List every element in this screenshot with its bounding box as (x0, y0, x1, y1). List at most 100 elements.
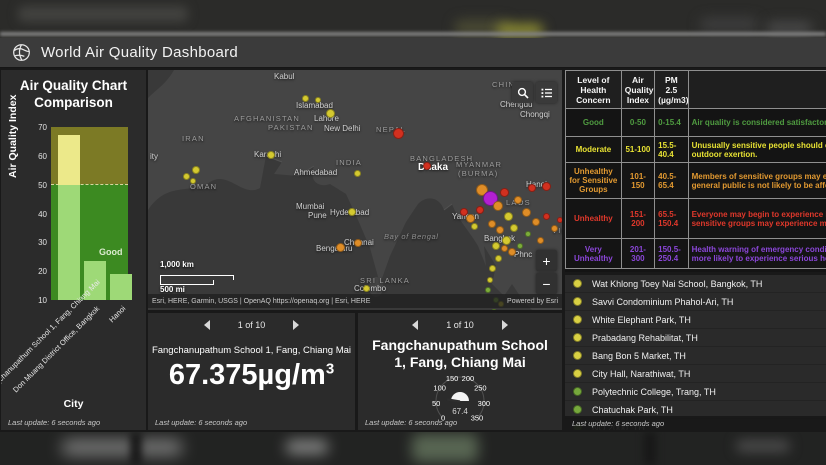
bars-container (51, 127, 132, 300)
cell-advisory: Health warning of emergency conditions. … (687, 238, 826, 269)
station-dot[interactable] (499, 187, 509, 197)
station-dot[interactable] (487, 277, 493, 283)
station-dot[interactable] (315, 97, 321, 103)
list-item-6[interactable]: Polytechnic College, Trang, TH (565, 383, 826, 401)
station-dot[interactable] (492, 242, 500, 250)
map-label-bangkok: Bangkok (484, 234, 516, 243)
table-row-2: Unhealthy for Sensitive Groups 101-150 40.… (565, 162, 826, 199)
station-dot[interactable] (460, 208, 468, 216)
list-item-4[interactable]: Bang Bon 5 Market, TH (565, 347, 826, 365)
station-dot[interactable] (465, 213, 475, 223)
cell-advisory: Unusually sensitive people should consid… (687, 136, 826, 163)
gauge-tick-100: 100 (433, 384, 446, 393)
station-dot[interactable] (301, 94, 309, 102)
station-dot[interactable] (392, 127, 404, 139)
station-dot[interactable] (521, 207, 531, 217)
health-advisory-table: Level of Health Concern Air Quality Inde… (565, 70, 826, 269)
zoom-out-button[interactable]: − (536, 273, 557, 294)
station-dot[interactable] (514, 196, 522, 204)
cell-aqi: 151-200 (620, 198, 656, 239)
station-dot[interactable] (485, 287, 491, 293)
cell-pm25: 15.5-40.4 (654, 136, 689, 163)
next-page-button[interactable] (293, 320, 300, 330)
prev-page-button[interactable] (203, 320, 210, 330)
station-dot[interactable] (542, 212, 550, 220)
col-air-quality-index: Air Quality Index (620, 70, 656, 109)
map-search-button[interactable] (512, 82, 533, 103)
map-label-kabul: Kabul (274, 72, 295, 81)
cell-advisory: Members of sensitive groups may experien… (687, 162, 826, 199)
station-dot[interactable] (494, 254, 502, 262)
health-advisory-table-panel: Level of Health Concern Air Quality Inde… (565, 70, 826, 272)
air-quality-map[interactable]: ity IRAN AFGHANISTAN Kabul Islamabad Lahore PA… (148, 70, 562, 310)
map-label-china: CHINA (492, 80, 522, 89)
station-dot[interactable] (353, 169, 361, 177)
col-pm25: PM 2.5 (µg/m3) (654, 70, 689, 109)
station-dot[interactable] (510, 224, 518, 232)
station-dot[interactable] (500, 244, 508, 252)
page-indicator: 1 of 10 (237, 320, 266, 330)
map-label-dhaka: Dhaka (418, 162, 449, 173)
scale-km: 1,000 km (160, 260, 194, 269)
station-dot[interactable] (192, 166, 200, 174)
map-label-colombo: Colombo (354, 284, 387, 293)
map-legend-button[interactable] (536, 82, 557, 103)
station-dot[interactable] (476, 206, 484, 214)
gauge-value: 67.4 (452, 407, 468, 416)
list-item-3[interactable]: Prabadang Rehabilitat, TH (565, 329, 826, 347)
cell-level: Good (565, 108, 622, 137)
zoom-in-button[interactable]: + (536, 250, 557, 271)
cell-pm25: 150.5-250.4 (654, 238, 689, 269)
station-dot[interactable] (182, 172, 190, 180)
station-dot[interactable] (362, 284, 370, 292)
station-dot[interactable] (488, 220, 496, 228)
map-label-chongqi: Chongqi (520, 110, 550, 119)
map-label-nepal: NEPAL (376, 125, 407, 134)
list-item-5[interactable]: City Hall, Narathiwat, TH (565, 365, 826, 383)
station-dot[interactable] (335, 242, 345, 252)
station-dot[interactable] (267, 151, 275, 159)
station-dot[interactable] (493, 201, 503, 211)
station-dot[interactable] (496, 226, 504, 234)
cell-pm25: 40.5-65.4 (654, 162, 689, 199)
station-dot[interactable] (503, 211, 513, 221)
scale-lines (160, 269, 234, 285)
station-dot[interactable] (528, 184, 536, 192)
station-dot[interactable] (348, 208, 356, 216)
list-item-0[interactable]: Wat Khlong Toey Nai School, Bangkok, TH (565, 275, 826, 293)
table-row-3: Unhealthy 151-200 65.5-150.4 Everyone may b… (565, 198, 826, 239)
list-item-2[interactable]: White Elephant Park, TH (565, 311, 826, 329)
station-dot[interactable] (325, 108, 335, 118)
station-dot[interactable] (517, 243, 523, 249)
station-label: White Elephant Park, TH (592, 314, 691, 325)
cell-pm25: 65.5-150.4 (654, 198, 689, 239)
prev-page-button[interactable] (412, 320, 419, 330)
station-dot[interactable] (470, 222, 478, 230)
station-dot[interactable] (491, 309, 497, 310)
legend-icon (541, 88, 552, 97)
station-dot[interactable] (190, 178, 196, 184)
scale-mi: 500 mi (160, 285, 185, 294)
cell-advisory: Everyone may begin to experience health … (687, 198, 826, 239)
blurred-blob (700, 18, 758, 31)
map-label-hanoi: Hanoi (526, 180, 547, 189)
station-dot[interactable] (550, 224, 558, 232)
blurred-divider (130, 432, 142, 465)
station-label: Prabadang Rehabilitat, TH (592, 332, 698, 343)
station-dot[interactable] (557, 217, 562, 223)
station-dot[interactable] (423, 162, 431, 170)
cell-aqi: 201-300 (620, 238, 656, 269)
station-dot[interactable] (501, 235, 511, 245)
gauge-tick-200: 200 (462, 374, 475, 383)
station-dot[interactable] (508, 248, 516, 256)
station-dot[interactable] (488, 264, 496, 272)
list-item-1[interactable]: Savvi Condominium Phahol-Ari, TH (565, 293, 826, 311)
station-dot[interactable] (354, 239, 362, 247)
last-update-text: Last update: 6 seconds ago (572, 418, 665, 428)
station-dot[interactable] (541, 181, 551, 191)
station-dot[interactable] (525, 231, 531, 237)
station-dot[interactable] (536, 236, 544, 244)
next-page-button[interactable] (501, 320, 508, 330)
station-dot[interactable] (532, 218, 540, 226)
station-status-dot (573, 315, 582, 324)
